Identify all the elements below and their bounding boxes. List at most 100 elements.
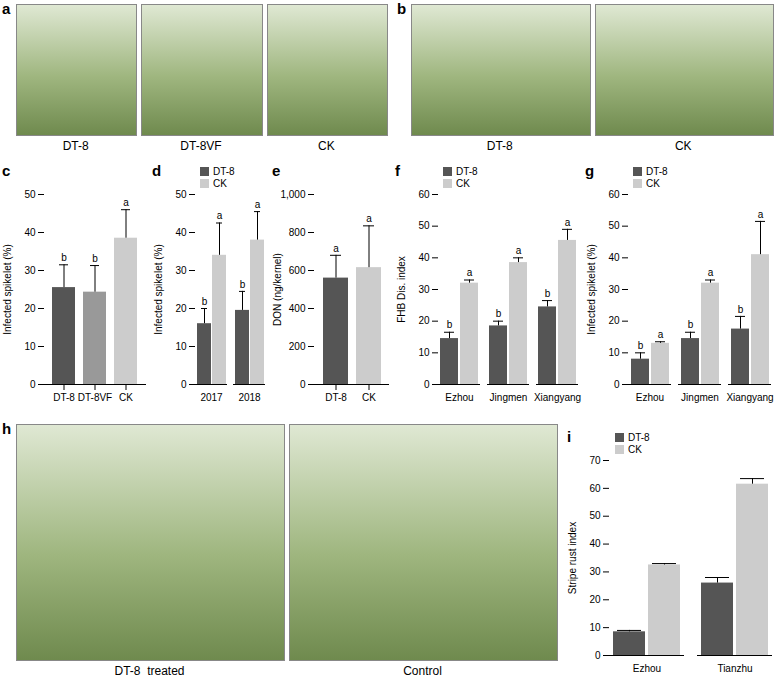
svg-text:Jingmen: Jingmen — [490, 392, 528, 403]
svg-text:a: a — [255, 199, 261, 210]
svg-text:10: 10 — [24, 341, 36, 352]
svg-text:b: b — [638, 340, 644, 351]
svg-text:20: 20 — [175, 303, 187, 314]
svg-text:400: 400 — [289, 303, 306, 314]
svg-text:1,000: 1,000 — [280, 189, 305, 200]
svg-text:50: 50 — [24, 189, 36, 200]
svg-text:Stripe rust index: Stripe rust index — [567, 522, 578, 594]
svg-text:Xiangyang: Xiangyang — [726, 392, 773, 403]
svg-text:b: b — [202, 296, 208, 307]
svg-text:DT-8: DT-8 — [325, 392, 347, 403]
svg-text:50: 50 — [589, 510, 601, 521]
svg-text:600: 600 — [289, 265, 306, 276]
html-text:DT-8VF: DT-8VF — [180, 139, 222, 153]
svg-text:Tianzhu: Tianzhu — [717, 663, 752, 674]
svg-text:b: b — [447, 319, 453, 330]
svg-text:10: 10 — [175, 341, 187, 352]
svg-text:30: 30 — [24, 265, 36, 276]
html-text:DT-8: DT-8 — [628, 432, 650, 443]
html-text:DT-8: DT-8 — [62, 139, 89, 153]
svg-text:b: b — [688, 319, 694, 330]
svg-text:a: a — [123, 197, 129, 208]
svg-text:a: a — [467, 267, 473, 278]
svg-text:DON (ng/kernel): DON (ng/kernel) — [272, 253, 283, 326]
svg-text:10: 10 — [608, 347, 620, 358]
svg-text:b: b — [240, 279, 246, 290]
svg-text:800: 800 — [289, 227, 306, 238]
svg-text:200: 200 — [289, 341, 306, 352]
svg-text:Infected spikelet (%): Infected spikelet (%) — [586, 244, 597, 335]
html-text:DT-8: DT-8 — [486, 139, 513, 153]
svg-text:50: 50 — [608, 220, 620, 231]
html-text:DT-8 treated: DT-8 treated — [114, 664, 185, 678]
svg-text:Ezhou: Ezhou — [636, 392, 664, 403]
html-text:CK: CK — [674, 139, 692, 153]
html-text:DT-8: DT-8 — [456, 166, 478, 177]
svg-text:a: a — [565, 217, 571, 228]
svg-text:40: 40 — [608, 252, 620, 263]
svg-text:20: 20 — [24, 303, 36, 314]
html-text:DT-8: DT-8 — [213, 166, 235, 177]
svg-text:30: 30 — [418, 284, 430, 295]
html-text:CK: CK — [318, 139, 335, 153]
svg-text:0: 0 — [424, 379, 430, 390]
svg-text:10: 10 — [589, 622, 601, 633]
svg-text:40: 40 — [589, 538, 601, 549]
html-text:d: d — [152, 162, 162, 179]
svg-text:0: 0 — [30, 379, 36, 390]
svg-text:50: 50 — [175, 189, 187, 200]
svg-text:2017: 2017 — [200, 392, 223, 403]
svg-text:2018: 2018 — [238, 392, 261, 403]
svg-text:a: a — [708, 267, 714, 278]
svg-text:b: b — [92, 253, 98, 264]
svg-text:CK: CK — [119, 392, 133, 403]
svg-text:10: 10 — [418, 347, 430, 358]
svg-text:20: 20 — [418, 315, 430, 326]
html-text:h: h — [2, 420, 12, 437]
svg-text:Ezhou: Ezhou — [633, 663, 661, 674]
svg-text:a: a — [217, 210, 223, 221]
svg-text:40: 40 — [175, 227, 187, 238]
svg-text:Ezhou: Ezhou — [445, 392, 473, 403]
svg-text:30: 30 — [589, 566, 601, 577]
svg-text:DT-8: DT-8 — [53, 392, 75, 403]
svg-text:60: 60 — [589, 483, 601, 494]
html-text:b: b — [397, 0, 407, 17]
svg-text:Infected spikelet (%): Infected spikelet (%) — [153, 244, 164, 335]
svg-text:60: 60 — [418, 189, 430, 200]
html-text:CK: CK — [213, 178, 227, 189]
html-text:CK: CK — [628, 444, 642, 455]
svg-text:a: a — [758, 209, 764, 220]
svg-text:a: a — [516, 245, 522, 256]
svg-text:b: b — [496, 308, 502, 319]
svg-text:0: 0 — [614, 379, 620, 390]
svg-text:b: b — [545, 288, 551, 299]
svg-text:0: 0 — [300, 379, 306, 390]
svg-text:a: a — [333, 243, 339, 254]
svg-text:a: a — [658, 329, 664, 340]
svg-text:30: 30 — [608, 284, 620, 295]
svg-text:40: 40 — [24, 227, 36, 238]
svg-text:20: 20 — [608, 315, 620, 326]
svg-text:Xiangyang: Xiangyang — [534, 392, 581, 403]
svg-text:a: a — [366, 213, 372, 224]
svg-text:70: 70 — [589, 455, 601, 466]
svg-text:FHB Dis. index: FHB Dis. index — [396, 256, 407, 323]
svg-text:Infected spikelet (%): Infected spikelet (%) — [2, 244, 13, 335]
svg-text:DT-8VF: DT-8VF — [78, 392, 112, 403]
svg-text:20: 20 — [589, 594, 601, 605]
svg-text:40: 40 — [418, 252, 430, 263]
html-text:DT-8: DT-8 — [646, 166, 668, 177]
html-text:Control: Control — [403, 664, 442, 678]
svg-text:CK: CK — [362, 392, 376, 403]
svg-text:30: 30 — [175, 265, 187, 276]
html-text:CK: CK — [456, 178, 470, 189]
svg-text:60: 60 — [608, 189, 620, 200]
svg-text:50: 50 — [418, 220, 430, 231]
svg-text:b: b — [738, 304, 744, 315]
svg-text:0: 0 — [181, 379, 187, 390]
svg-text:b: b — [61, 252, 67, 263]
svg-text:0: 0 — [595, 650, 601, 661]
svg-text:Jingmen: Jingmen — [681, 392, 719, 403]
html-text:CK: CK — [646, 178, 660, 189]
